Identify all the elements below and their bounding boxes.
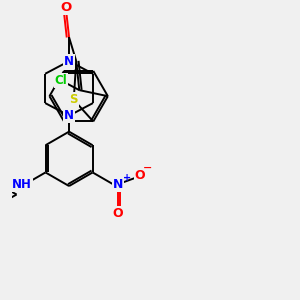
Text: S: S [70, 93, 78, 106]
Text: −: − [143, 163, 152, 173]
Text: N: N [64, 109, 74, 122]
Text: N: N [113, 178, 123, 191]
Text: +: + [123, 172, 131, 183]
Text: N: N [64, 55, 74, 68]
Text: O: O [135, 169, 146, 182]
Text: Cl: Cl [55, 74, 68, 87]
Text: NH: NH [12, 178, 32, 191]
Text: O: O [61, 1, 72, 14]
Text: O: O [113, 207, 124, 220]
